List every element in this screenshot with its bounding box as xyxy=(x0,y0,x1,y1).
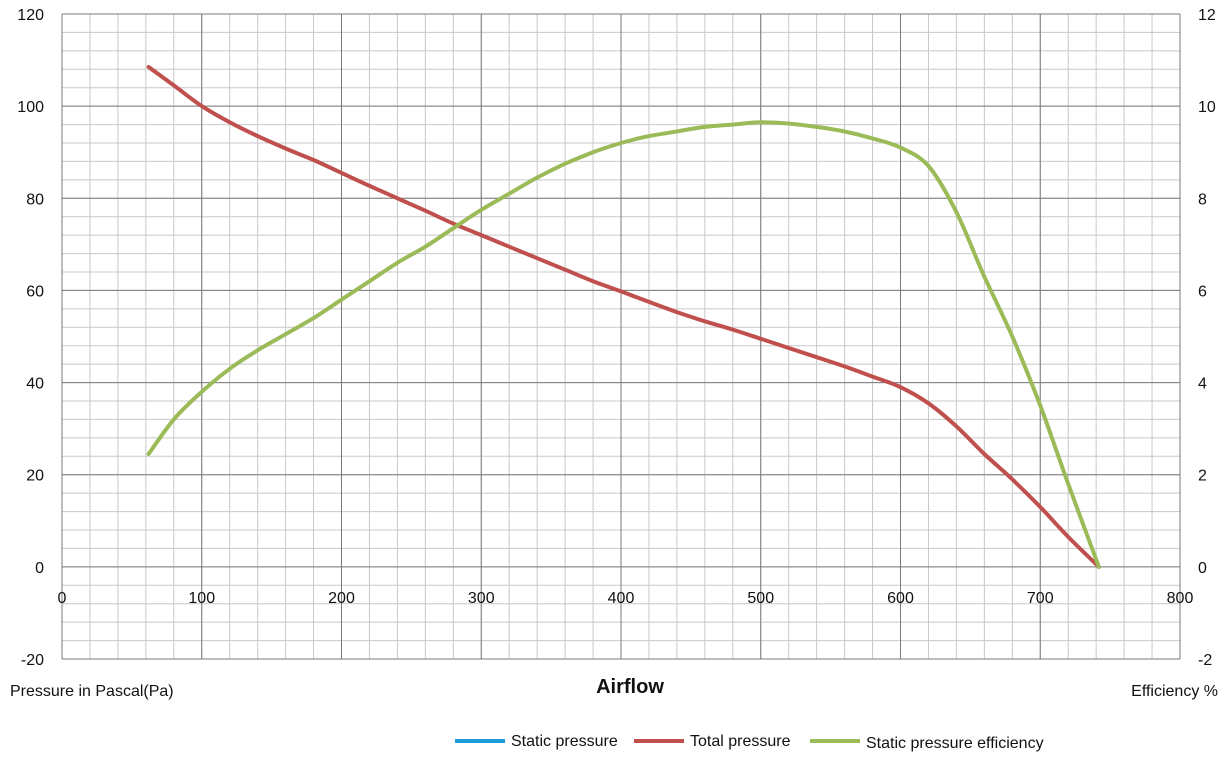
series-layer xyxy=(146,65,1101,569)
series-line-total-pressure xyxy=(146,65,1101,569)
x-tick-label: 200 xyxy=(328,590,355,607)
x-tick-label: 100 xyxy=(188,590,215,607)
y-tick-label: 40 xyxy=(26,376,44,393)
legend-label-static-pressure: Static pressure xyxy=(511,733,618,750)
series-line-static-pressure-efficiency xyxy=(146,120,1101,569)
y-axis-label: Pressure in Pascal(Pa) xyxy=(10,683,174,700)
y2-tick-label: 12 xyxy=(1198,7,1216,24)
x-tick-label: 0 xyxy=(58,590,67,607)
legend-label-total-pressure: Total pressure xyxy=(690,733,791,750)
y2-tick-label: -2 xyxy=(1198,652,1212,669)
y-tick-label: 120 xyxy=(17,7,44,24)
y2-tick-label: 8 xyxy=(1198,191,1207,208)
y-tick-label: 80 xyxy=(26,191,44,208)
x-tick-label: 400 xyxy=(608,590,635,607)
y-tick-label: 0 xyxy=(35,560,44,577)
legend-label-static-pressure-efficiency: Static pressure efficiency xyxy=(866,735,1044,752)
y2-tick-label: 10 xyxy=(1198,99,1216,116)
y-axis-ticks: -20 0 20 40 60 80 100 120 xyxy=(17,7,44,669)
x-tick-label: 600 xyxy=(887,590,914,607)
x-tick-label: 500 xyxy=(747,590,774,607)
y2-tick-label: 4 xyxy=(1198,376,1207,393)
y-tick-label: 60 xyxy=(26,283,44,300)
y2-axis-ticks: -2 0 2 4 6 8 10 12 xyxy=(1198,7,1216,669)
x-axis-label: Airflow xyxy=(596,676,664,698)
y-tick-label: 20 xyxy=(26,468,44,485)
x-tick-label: 300 xyxy=(468,590,495,607)
legend: Static pressure Total pressure Static pr… xyxy=(455,733,1044,752)
x-tick-label: 800 xyxy=(1167,590,1194,607)
x-axis-ticks: 0 100 200 300 400 500 600 700 800 xyxy=(58,590,1194,607)
y-tick-label: -20 xyxy=(21,652,44,669)
y2-tick-label: 2 xyxy=(1198,468,1207,485)
y2-tick-label: 6 xyxy=(1198,283,1207,300)
y-tick-label: 100 xyxy=(17,99,44,116)
y2-tick-label: 0 xyxy=(1198,560,1207,577)
y2-axis-label: Efficiency % xyxy=(1131,683,1218,700)
x-tick-label: 700 xyxy=(1027,590,1054,607)
